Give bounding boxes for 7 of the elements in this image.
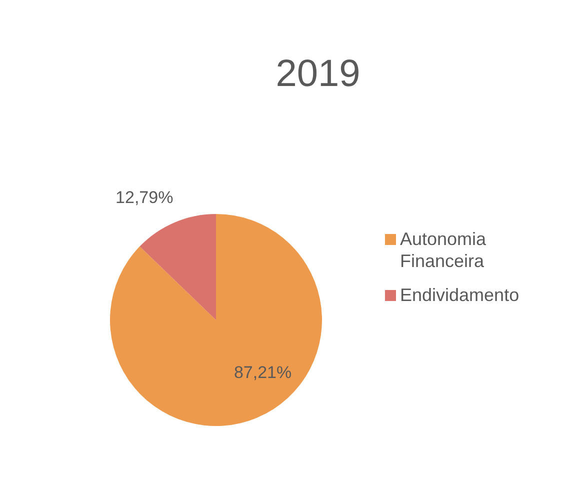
legend-label: Endividamento	[400, 284, 520, 305]
pie-slice	[140, 214, 216, 320]
pie-slice	[110, 214, 322, 426]
legend-label: Autonomia Financeira	[400, 228, 488, 271]
data-label: 87,21%	[234, 363, 292, 382]
data-label: 12,79%	[116, 188, 174, 207]
chart-title: 2019	[276, 53, 360, 95]
